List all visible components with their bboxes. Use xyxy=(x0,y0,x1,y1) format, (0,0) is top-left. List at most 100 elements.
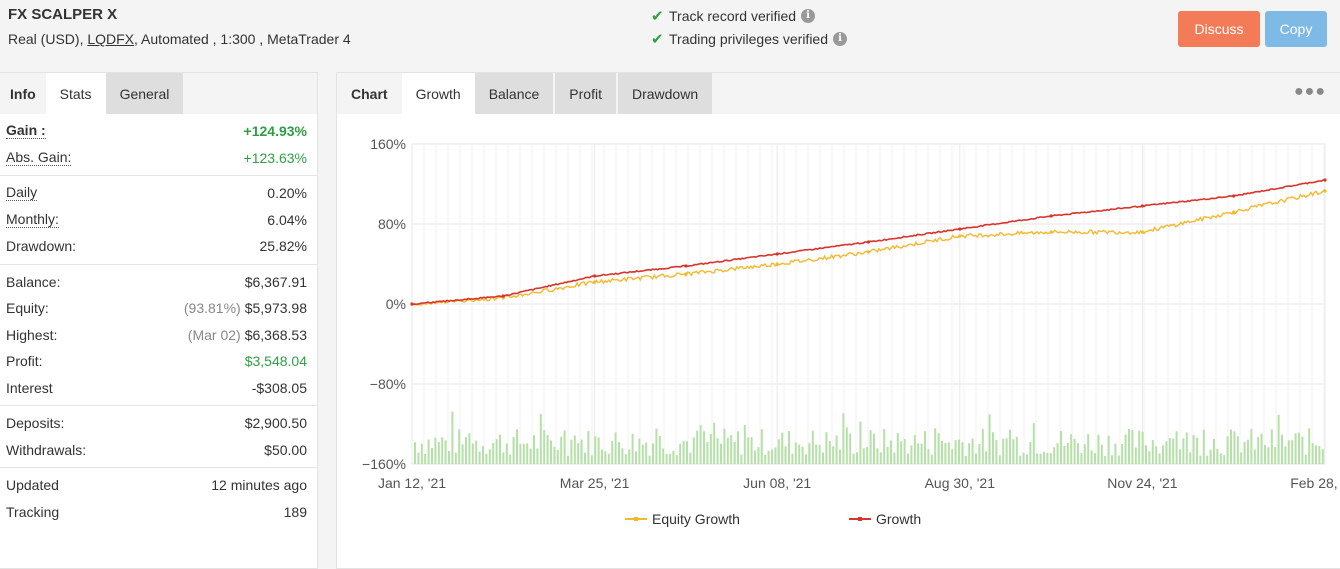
volume-bar xyxy=(757,447,760,464)
volume-bar xyxy=(1015,436,1018,464)
volume-bar xyxy=(1202,429,1205,464)
volume-bar xyxy=(1053,447,1056,464)
tab-balance[interactable]: Balance xyxy=(474,73,554,114)
volume-bar xyxy=(842,413,845,464)
volume-bar xyxy=(509,454,512,464)
volume-bar xyxy=(835,435,838,464)
legend-growth[interactable]: Growth xyxy=(849,511,921,527)
volume-bar xyxy=(699,425,702,464)
account-type: Real (USD), xyxy=(8,31,84,47)
volume-bar xyxy=(1267,447,1270,464)
y-tick-label: −80% xyxy=(370,376,406,392)
volume-bar xyxy=(1250,428,1253,464)
tab-growth[interactable]: Growth xyxy=(401,73,475,114)
volume-bar xyxy=(1087,434,1090,464)
volume-bar xyxy=(1321,449,1324,464)
volume-bar xyxy=(1049,453,1052,464)
volume-bar xyxy=(1291,440,1294,464)
volume-bar xyxy=(417,452,420,464)
volume-bar xyxy=(747,437,750,464)
volume-bar xyxy=(539,413,542,464)
volume-bar xyxy=(1199,455,1202,464)
volume-bar xyxy=(781,432,784,464)
volume-bar xyxy=(1107,435,1110,464)
track-record-verified: ✔ Track record verified i xyxy=(651,7,816,25)
volume-bar xyxy=(1172,438,1175,464)
copy-button[interactable]: Copy xyxy=(1265,11,1327,47)
daily-label[interactable]: Daily xyxy=(6,184,38,202)
growth-point xyxy=(410,302,414,306)
volume-bar xyxy=(696,430,699,464)
volume-bar xyxy=(754,450,756,464)
volume-bar xyxy=(859,421,862,464)
volume-bar xyxy=(913,434,916,464)
volume-bar xyxy=(573,435,576,464)
tab-chart[interactable]: Chart xyxy=(337,73,402,114)
volume-bar xyxy=(1032,423,1035,464)
volume-bar xyxy=(1216,448,1219,464)
tab-stats[interactable]: Stats xyxy=(45,73,106,114)
volume-bar xyxy=(992,432,994,464)
volume-bar xyxy=(669,453,671,464)
volume-bar xyxy=(648,455,651,464)
volume-bar xyxy=(1230,429,1232,464)
volume-bar xyxy=(1046,452,1049,464)
volume-bar xyxy=(740,454,743,464)
info-icon[interactable]: i xyxy=(833,32,847,46)
growth-legend-marker xyxy=(849,514,871,524)
highest-value-wrap: (Mar 02) $6,368.53 xyxy=(188,327,307,343)
volume-bar xyxy=(536,448,539,464)
volume-bar xyxy=(1209,449,1212,464)
volume-bar xyxy=(567,455,569,464)
equity-point xyxy=(866,250,871,254)
volume-bar xyxy=(570,439,573,464)
volume-bar xyxy=(1236,436,1239,464)
volume-bar xyxy=(1026,454,1028,464)
equity-point xyxy=(1049,230,1053,234)
tab-drawdown[interactable]: Drawdown xyxy=(617,73,713,114)
daily-value: 0.20% xyxy=(267,185,307,202)
volume-bar xyxy=(988,414,991,464)
volume-bar xyxy=(998,455,1001,464)
abs-gain-label[interactable]: Abs. Gain: xyxy=(6,148,72,166)
balance-value: $6,367.91 xyxy=(244,273,307,290)
more-dots-icon[interactable]: ●●● xyxy=(1294,83,1326,100)
volume-bar xyxy=(788,430,790,464)
volume-bar xyxy=(458,429,461,464)
volume-bar xyxy=(1213,438,1215,464)
rate-group: Daily 0.20% Monthly: 6.04% Drawdown: 25.… xyxy=(0,176,317,265)
highest-date: (Mar 02) xyxy=(187,326,241,343)
interest-label: Interest xyxy=(6,379,53,396)
balance-label: Balance: xyxy=(6,273,61,290)
broker-link[interactable]: LQDFX xyxy=(87,31,135,47)
tab-info[interactable]: Info xyxy=(0,73,46,114)
monthly-label[interactable]: Monthly: xyxy=(6,210,59,228)
volume-bar xyxy=(444,440,447,464)
info-icon[interactable]: i xyxy=(801,9,816,23)
chart-panel: Chart Growth Balance Profit Drawdown ●●●… xyxy=(336,72,1340,569)
account-details: , Automated , 1:300 , MetaTrader 4 xyxy=(134,31,351,47)
gain-group: Gain : +124.93% Abs. Gain: +123.63% xyxy=(0,114,317,176)
legend-equity-growth[interactable]: Equity Growth xyxy=(625,511,740,527)
volume-bar xyxy=(784,446,787,464)
volume-bar xyxy=(1223,455,1226,464)
y-tick-label: −160% xyxy=(362,456,406,472)
growth-point xyxy=(684,264,688,268)
volume-bar xyxy=(961,442,964,464)
volume-bar xyxy=(475,440,478,464)
tab-profit[interactable]: Profit xyxy=(555,73,616,114)
volume-bar xyxy=(794,442,797,464)
volume-bar xyxy=(849,433,852,464)
volume-bar xyxy=(420,443,423,464)
volume-bar xyxy=(529,448,532,464)
volume-bar xyxy=(822,452,824,464)
volume-bar xyxy=(1114,443,1117,464)
gain-label[interactable]: Gain : xyxy=(6,122,46,140)
volume-bar xyxy=(934,428,937,464)
abs-gain-value: +123.63% xyxy=(243,149,307,166)
discuss-button[interactable]: Discuss xyxy=(1178,11,1260,47)
tab-general[interactable]: General xyxy=(105,73,184,114)
withdrawals-value: $50.00 xyxy=(264,441,307,458)
volume-bar xyxy=(1287,440,1290,464)
volume-bar xyxy=(624,454,627,464)
